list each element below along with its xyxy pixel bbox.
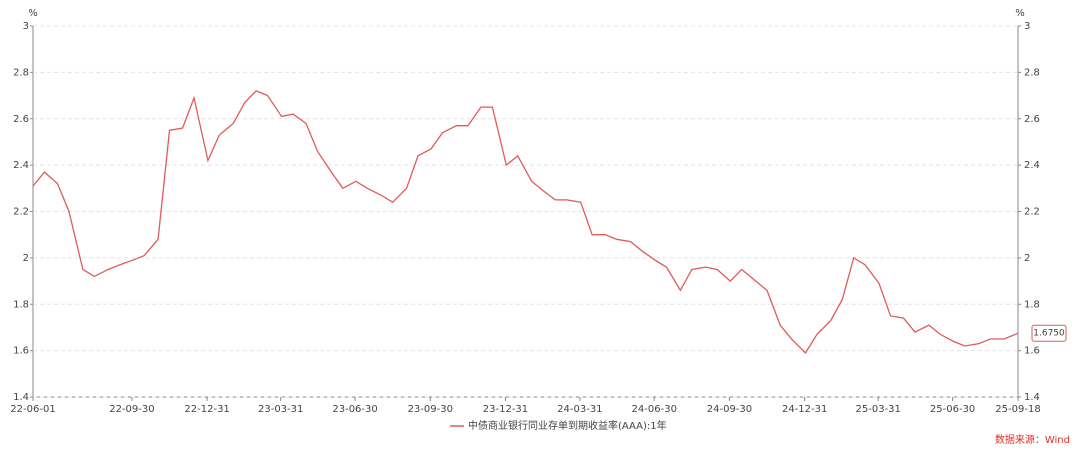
y-tick-label: 1.4 (13, 392, 29, 403)
right-unit: % (1015, 8, 1025, 19)
series-line (32, 90, 1019, 354)
y-tick-label: 2.8 (13, 67, 29, 78)
legend-label: 中债商业银行同业存单到期收益率(AAA):1年 (468, 419, 667, 432)
y2-tick-label: 2.2 (1024, 207, 1040, 218)
y2-tick-label: 1.4 (1024, 392, 1040, 403)
x-tick-label: 22-06-01 (10, 404, 55, 415)
x-tick-label: 24-12-31 (782, 404, 827, 415)
y2-tick-label: 2 (1024, 253, 1030, 264)
y-tick-label: 1.6 (13, 346, 29, 357)
y2-tick-label: 1.6 (1024, 346, 1040, 357)
x-tick-label: 25-06-30 (930, 404, 975, 415)
x-tick-label: 24-09-30 (707, 404, 752, 415)
y-tick-label: 2.2 (13, 207, 29, 218)
y2-tick-label: 2.6 (1024, 114, 1040, 125)
x-tick-label: 22-12-31 (184, 404, 229, 415)
y-tick-label: 2 (23, 253, 29, 264)
annotation-label: 1.6750 (1033, 329, 1065, 339)
y2-tick-label: 2.8 (1024, 67, 1040, 78)
y-tick-label: 3 (23, 21, 29, 32)
y2-tick-label: 3 (1024, 21, 1030, 32)
y2-tick-label: 1.8 (1024, 299, 1040, 310)
x-tick-label: 22-09-30 (109, 404, 154, 415)
x-tick-label: 23-09-30 (408, 404, 453, 415)
y-tick-label: 2.4 (13, 160, 29, 171)
annotation-box (1031, 324, 1067, 342)
x-tick-label: 23-03-31 (258, 404, 303, 415)
left-unit: % (28, 8, 38, 19)
x-tick-label: 23-06-30 (332, 404, 377, 415)
source-note: 数据来源：Wind (995, 433, 1070, 446)
x-tick-label: 25-03-31 (856, 404, 901, 415)
y-tick-label: 1.8 (13, 299, 29, 310)
x-tick-label: 25-09-18 (995, 404, 1040, 415)
y2-tick-label: 2.4 (1024, 160, 1040, 171)
y-tick-label: 2.6 (13, 114, 29, 125)
x-tick-label: 24-03-31 (557, 404, 602, 415)
x-tick-label: 23-12-31 (483, 404, 528, 415)
x-tick-label: 24-06-30 (632, 404, 677, 415)
